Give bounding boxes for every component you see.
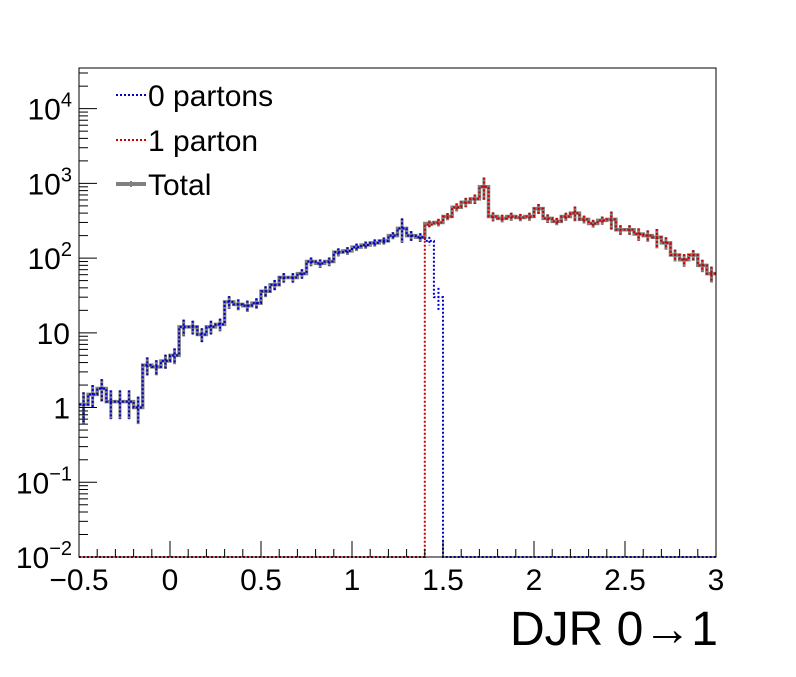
- x-tick-label: 2.5: [604, 564, 646, 597]
- x-tick-label: 2: [526, 564, 543, 597]
- x-tick-label: 0.5: [240, 564, 282, 597]
- y-tick-base: 10: [28, 243, 61, 276]
- plot-frame: [78, 67, 717, 558]
- legend-label: Total: [148, 169, 211, 202]
- x-tick-label: 3: [708, 564, 725, 597]
- legend: 0 partons 1 parton Total: [116, 80, 273, 202]
- y-tick-exponent: 3: [61, 164, 72, 186]
- y-tick-exponent: 4: [61, 90, 72, 112]
- y-tick-label: 103: [28, 164, 73, 201]
- y-tick-label: 10−2: [16, 538, 72, 575]
- y-tick-label: 10−1: [16, 463, 72, 500]
- legend-label: 0 partons: [148, 80, 273, 113]
- y-tick-exponent: −1: [49, 463, 72, 485]
- y-tick-label: 104: [28, 90, 73, 127]
- x-axis-label: DJR 0→1: [510, 603, 718, 656]
- y-tick-label: 1: [53, 393, 70, 426]
- y-tick-exponent: 2: [61, 239, 72, 261]
- legend-item: Total: [116, 169, 211, 202]
- x-tick-label: 1: [344, 564, 361, 597]
- legend-item: 1 parton: [116, 125, 258, 158]
- y-tick-label: 102: [28, 239, 73, 276]
- x-tick-label: −0.5: [49, 564, 108, 597]
- y-tick-exponent: −2: [49, 538, 72, 560]
- legend-item: 0 partons: [116, 80, 273, 113]
- x-tick-label: 1.5: [422, 564, 464, 597]
- y-tick-base: 10: [16, 467, 49, 500]
- x-tick-label: 0: [162, 564, 179, 597]
- y-tick-label: 10: [37, 318, 70, 351]
- y-tick-base: 10: [28, 168, 61, 201]
- y-tick-base: 10: [28, 94, 61, 127]
- legend-label: 1 parton: [148, 125, 258, 158]
- y-tick-base: 10: [16, 542, 49, 575]
- series-layer: [79, 177, 716, 558]
